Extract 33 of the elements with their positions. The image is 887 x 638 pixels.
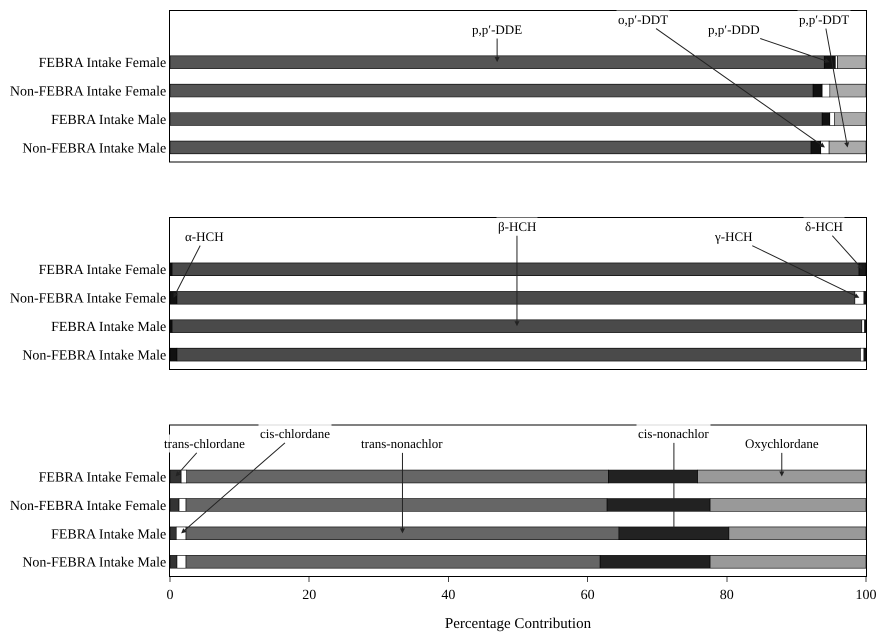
y-tick-label: FEBRA Intake Male — [51, 320, 166, 336]
series-label: p,p′-DDE — [472, 22, 522, 37]
text: cis-nonachlor — [638, 426, 710, 441]
text: cis-chlordane — [260, 426, 330, 441]
text: β-HCH — [498, 219, 536, 234]
text: o,p′-DDT — [618, 12, 668, 27]
y-tick-label: Non-FEBRA Intake Male — [22, 556, 166, 571]
text: γ-HCH — [714, 229, 753, 244]
bar — [172, 319, 862, 333]
x-tick-label: 40 — [441, 588, 456, 603]
text: p,p′-DDT — [799, 12, 850, 27]
x-tick-label: 0 — [166, 588, 174, 603]
x-tick-label: 20 — [302, 588, 316, 603]
y-tick-label: FEBRA Intake Male — [51, 527, 166, 542]
series-label: trans-nonachlor — [361, 436, 444, 451]
y-tick-label: Non-FEBRA Intake Female — [10, 84, 166, 100]
y-tick-label: Non-FEBRA Intake Male — [22, 141, 166, 156]
y-tick-label: Non-FEBRA Intake Male — [22, 348, 166, 364]
series-label: Oxychlordane — [745, 436, 819, 451]
x-tick-label: 100 — [856, 588, 876, 603]
y-tick-label: FEBRA Intake Female — [38, 263, 166, 278]
y-tick-label: Non-FEBRA Intake Female — [10, 498, 166, 514]
x-axis-title: Percentage Contribution — [444, 616, 592, 632]
y-tick-label: Non-FEBRA Intake Female — [10, 292, 166, 307]
text: δ-HCH — [805, 219, 843, 234]
series-label: trans-chlordane — [164, 436, 246, 451]
y-tick-label: FEBRA Intake Female — [38, 470, 166, 486]
x-tick-label: 80 — [720, 588, 734, 603]
y-tick-label: FEBRA Intake Female — [38, 56, 166, 72]
y-tick-label: FEBRA Intake Male — [51, 112, 166, 128]
series-label: α-HCH — [185, 229, 224, 244]
x-tick-label: 60 — [580, 588, 595, 603]
text: p,p′-DDD — [708, 22, 760, 37]
